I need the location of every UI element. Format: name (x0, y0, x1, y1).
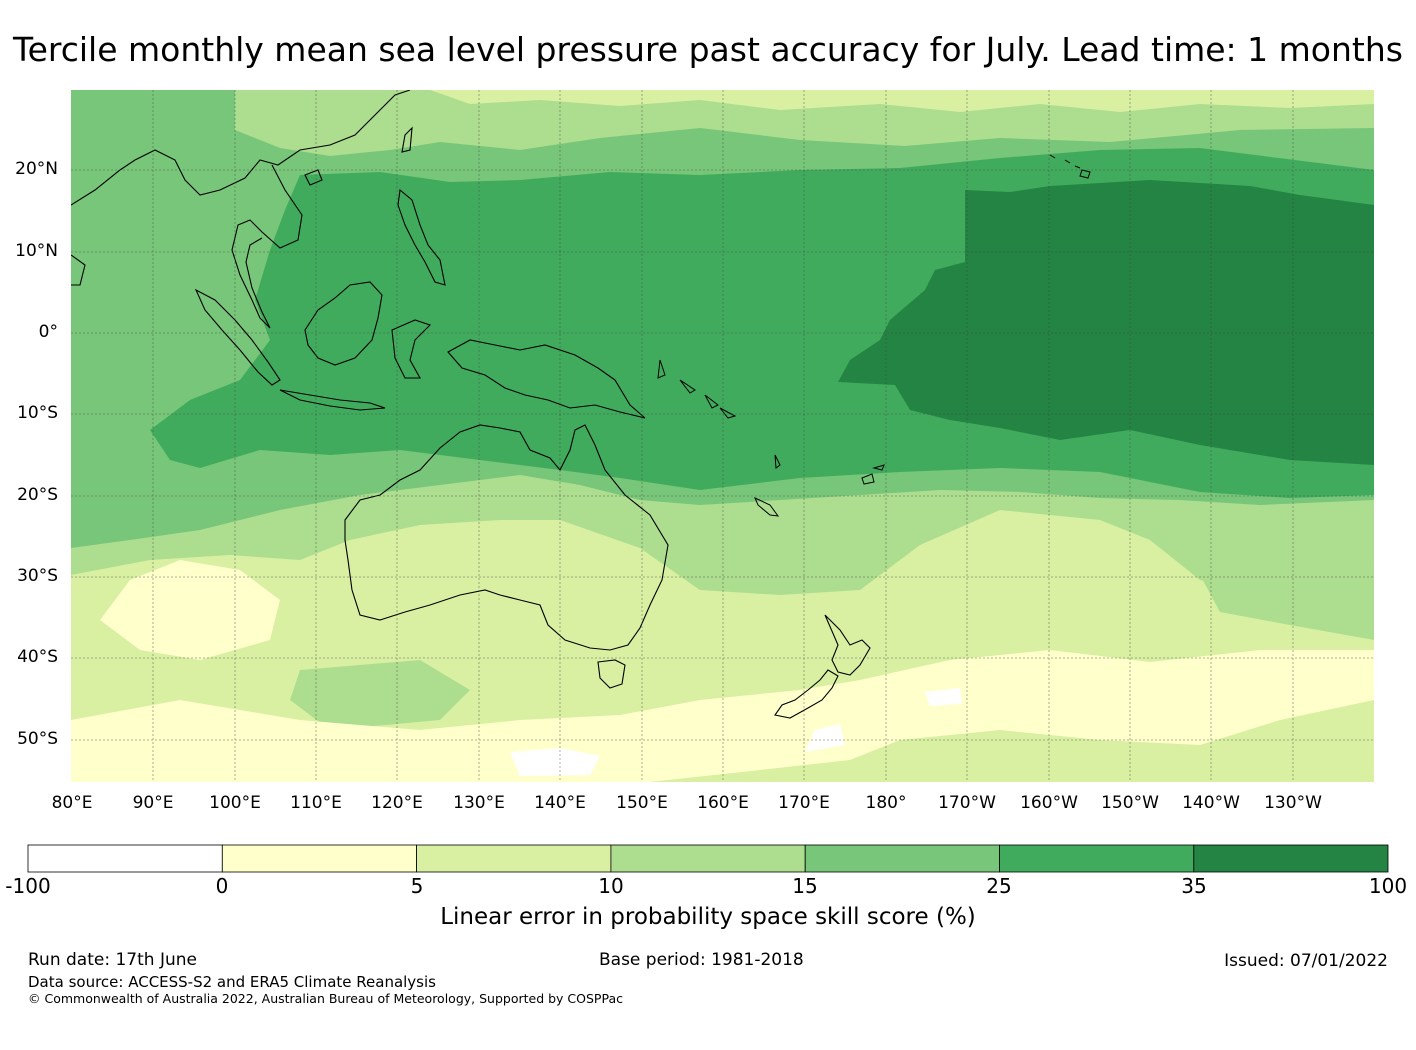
lat-label: 20°N (15, 159, 58, 179)
lon-label: 130°E (453, 793, 505, 813)
lon-label: 150°W (1101, 793, 1159, 813)
solomon-islands-coastline (657, 359, 737, 419)
lon-label: 140°W (1182, 793, 1240, 813)
colorbar-swatch (1193, 844, 1389, 873)
lat-label: 20°S (17, 485, 58, 505)
colorbar-label: Linear error in probability space skill … (440, 904, 976, 930)
new-caledonia-coastline (754, 496, 780, 517)
lat-label: 30°S (17, 566, 58, 586)
lon-label: 140°E (534, 793, 586, 813)
philippines-coastline (397, 188, 446, 286)
colorbar-swatch (416, 844, 612, 873)
colorbar-tick: -100 (5, 874, 51, 898)
lon-label: 170°W (938, 793, 996, 813)
new-guinea-coastline (447, 339, 646, 419)
graticule (71, 90, 1374, 782)
colorbar-swatch (999, 844, 1195, 873)
colorbar-swatch (221, 844, 418, 873)
copyright: © Commonwealth of Australia 2022, Austra… (28, 991, 623, 1006)
colorbar-swatch (610, 844, 806, 873)
sulawesi-coastline (391, 319, 432, 379)
colorbar-swatch (27, 844, 223, 873)
lon-label: 100°E (209, 793, 261, 813)
lon-label: 110°E (290, 793, 342, 813)
new-zealand-coastline (774, 614, 871, 719)
colorbar (27, 844, 1389, 873)
run-date: Run date: 17th June (28, 950, 197, 970)
tasmania-coastline (597, 659, 626, 689)
colorbar-tick: 0 (215, 874, 229, 898)
fiji-coastline (861, 464, 885, 485)
base-period: Base period: 1981-2018 (599, 950, 804, 970)
colorbar-tick: 100 (1368, 874, 1408, 898)
lat-label: 40°S (17, 647, 58, 667)
mainland-asia-coastline (71, 90, 411, 329)
lat-label: 10°S (17, 403, 58, 423)
australia-coastline (344, 424, 669, 651)
lon-label: 80°E (51, 793, 93, 813)
skill-region-10-15-indian (290, 660, 470, 730)
data-source: Data source: ACCESS-S2 and ERA5 Climate … (28, 973, 436, 991)
skill-region-0-5-south (71, 650, 1374, 782)
skill-region-negative (510, 688, 962, 776)
lat-label: 10°N (15, 241, 58, 261)
colorbar-tick: 5 (410, 874, 424, 898)
skill-region-10-15-south-east (1200, 560, 1374, 640)
skill-region-5-10-north (430, 90, 1374, 112)
colorbar-swatch (804, 844, 1000, 873)
lon-label: 170°E (778, 793, 830, 813)
map-title: Tercile monthly mean sea level pressure … (13, 30, 1403, 69)
lon-label: 160°W (1020, 793, 1078, 813)
borneo-coastline (304, 281, 383, 366)
skill-field (71, 90, 1374, 782)
lon-label: 130°W (1264, 793, 1322, 813)
colorbar-tick: 25 (986, 874, 1012, 898)
vanuatu-coastline (774, 454, 781, 469)
sumatra-coastline (194, 288, 281, 386)
colorbar-tick: 35 (1181, 874, 1207, 898)
taiwan-coastline (401, 126, 413, 153)
lat-label: 0° (38, 322, 58, 342)
india-coastline (71, 254, 86, 286)
lon-label: 90°E (132, 793, 174, 813)
issued-date: Issued: 07/01/2022 (1224, 951, 1388, 971)
lon-label: 160°E (697, 793, 749, 813)
lon-label: 150°E (616, 793, 668, 813)
java-coastline (279, 389, 386, 411)
lon-label: 180° (865, 793, 907, 813)
lon-label: 120°E (371, 793, 423, 813)
colorbar-tick: 10 (598, 874, 624, 898)
skill-region-35-100 (838, 180, 1374, 465)
lat-label: 50°S (17, 729, 58, 749)
hawaii-coastline (1049, 154, 1091, 179)
hainan-coastline (304, 169, 323, 186)
colorbar-tick: 15 (792, 874, 818, 898)
